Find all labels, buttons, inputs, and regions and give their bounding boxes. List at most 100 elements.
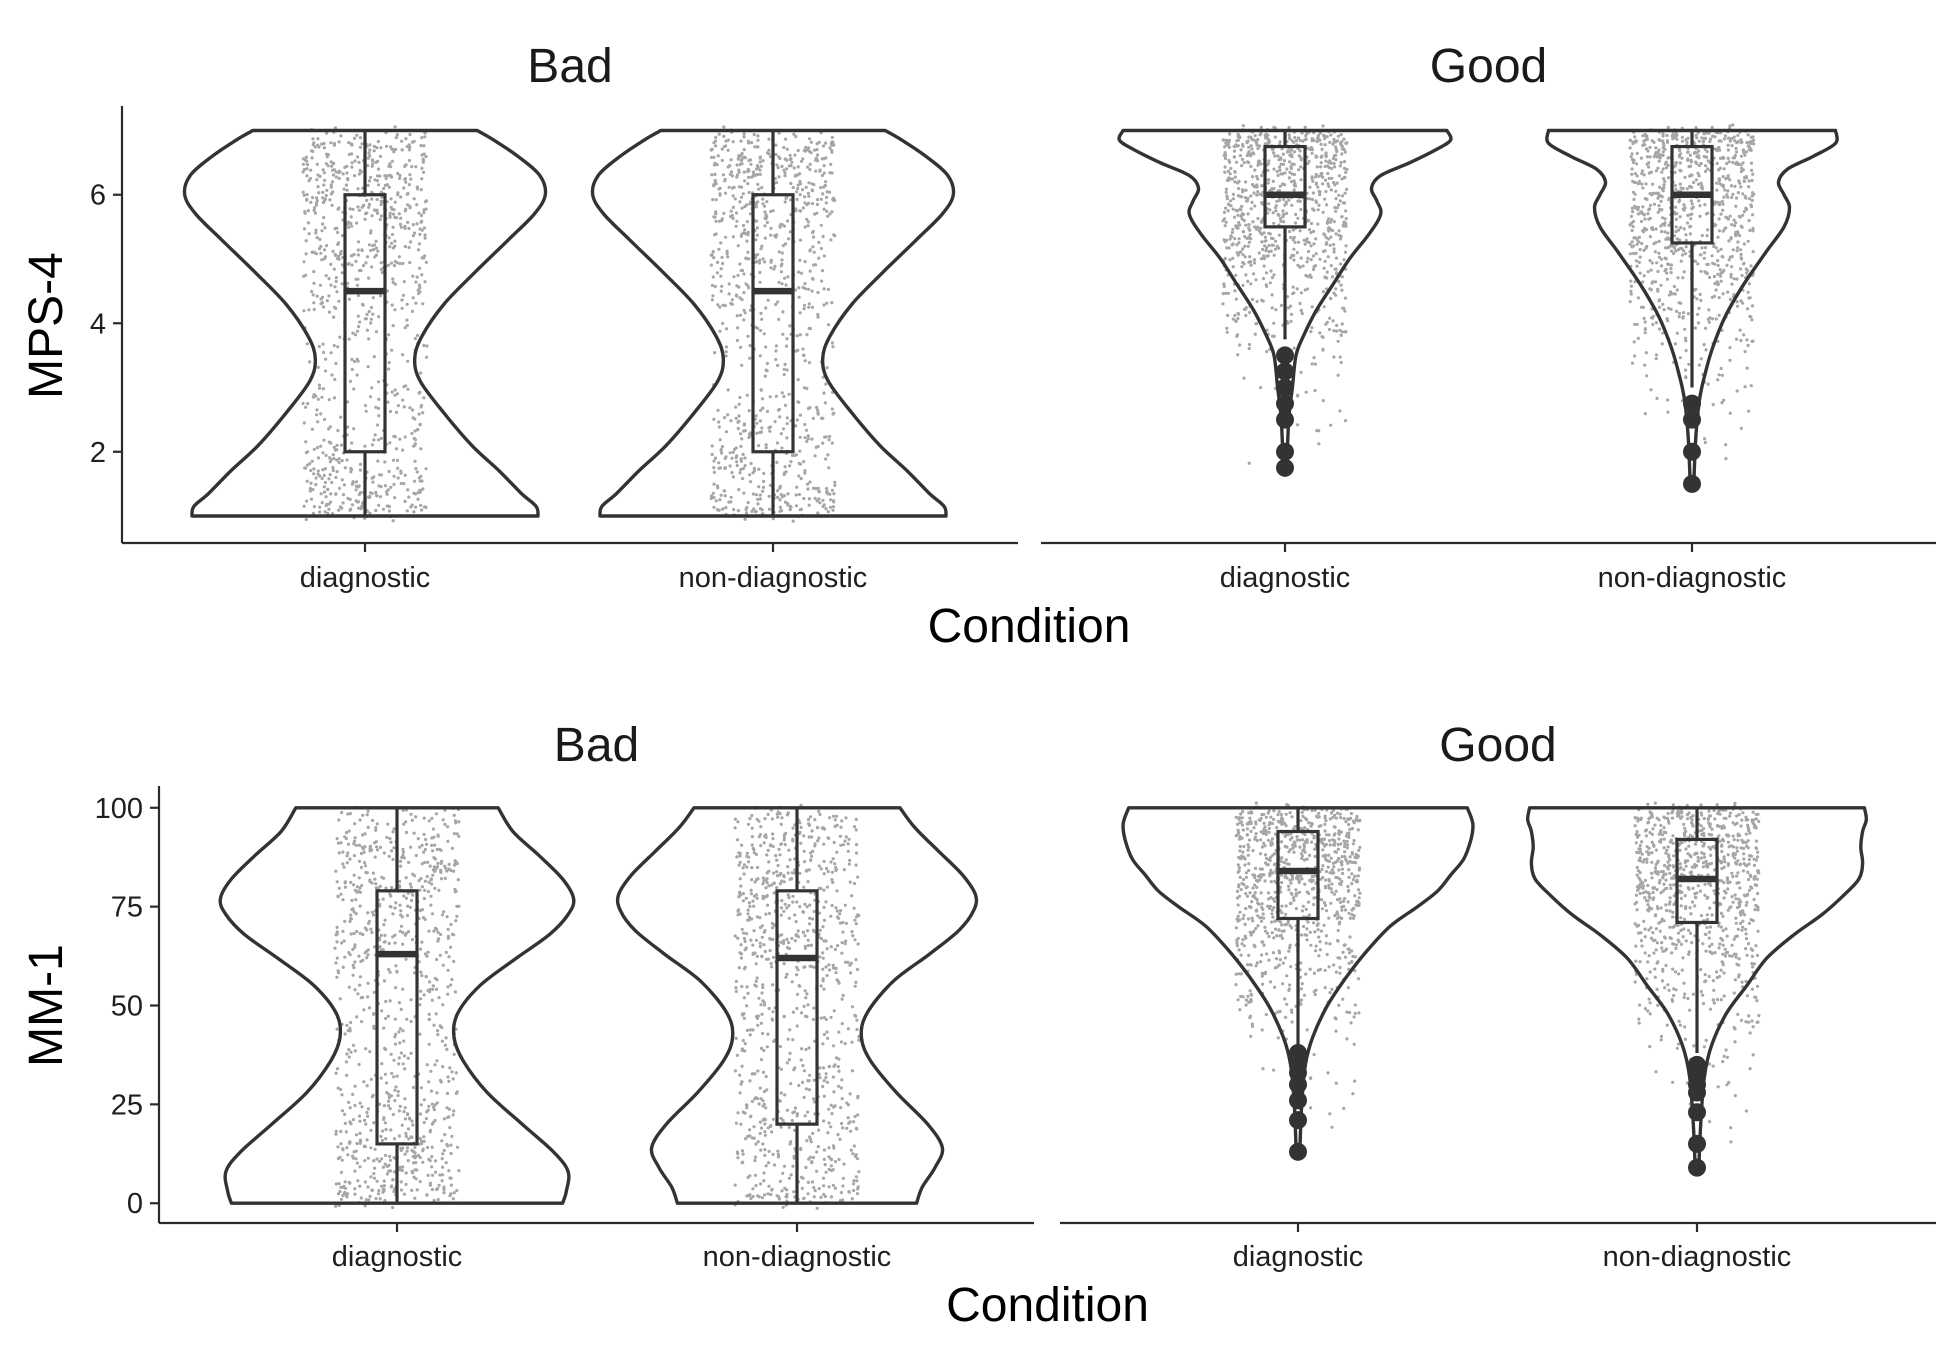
jitter-point bbox=[824, 382, 828, 386]
jitter-point bbox=[397, 1001, 401, 1005]
jitter-point bbox=[366, 509, 370, 513]
jitter-point bbox=[1734, 150, 1739, 154]
jitter-point bbox=[440, 1157, 444, 1161]
jitter-point bbox=[363, 317, 367, 321]
jitter-point bbox=[785, 167, 789, 171]
jitter-point bbox=[718, 498, 722, 502]
jitter-point bbox=[814, 486, 818, 491]
jitter-point bbox=[336, 894, 340, 898]
jitter-point bbox=[433, 1159, 437, 1163]
jitter-point bbox=[1678, 238, 1682, 242]
jitter-point bbox=[401, 850, 405, 854]
jitter-point bbox=[1277, 198, 1281, 203]
jitter-point bbox=[1716, 283, 1720, 287]
jitter-point bbox=[413, 442, 417, 446]
jitter-point bbox=[746, 334, 750, 338]
jitter-point bbox=[846, 1027, 851, 1031]
jitter-point bbox=[446, 934, 450, 939]
jitter-point bbox=[336, 242, 340, 247]
jitter-point bbox=[830, 903, 834, 908]
jitter-point bbox=[310, 196, 315, 200]
jitter-point bbox=[1716, 249, 1720, 253]
jitter-point bbox=[1710, 125, 1714, 129]
jitter-point bbox=[747, 257, 751, 261]
jitter-point bbox=[722, 144, 727, 149]
jitter-point bbox=[350, 161, 354, 165]
jitter-point bbox=[811, 235, 816, 239]
jitter-point bbox=[382, 1026, 386, 1030]
jitter-point bbox=[1673, 163, 1678, 168]
jitter-point bbox=[359, 268, 363, 273]
jitter-point bbox=[803, 471, 807, 475]
jitter-point bbox=[382, 1179, 386, 1183]
jitter-point bbox=[318, 283, 323, 287]
jitter-point bbox=[788, 1142, 792, 1146]
jitter-point bbox=[756, 865, 760, 870]
jitter-point bbox=[355, 885, 359, 889]
jitter-point bbox=[417, 248, 421, 252]
jitter-point bbox=[779, 1067, 784, 1071]
jitter-point bbox=[449, 1176, 453, 1180]
jitter-point bbox=[817, 864, 821, 868]
jitter-point bbox=[320, 142, 324, 146]
jitter-point bbox=[794, 207, 798, 211]
jitter-point bbox=[355, 1161, 359, 1165]
jitter-point bbox=[1330, 218, 1334, 222]
jitter-point bbox=[332, 168, 336, 172]
jitter-point bbox=[739, 467, 743, 472]
jitter-point bbox=[727, 292, 731, 296]
jitter-point bbox=[1314, 175, 1318, 179]
jitter-point bbox=[412, 231, 417, 235]
jitter-point bbox=[1247, 260, 1251, 264]
jitter-point bbox=[1339, 333, 1343, 337]
jitter-point bbox=[405, 1149, 409, 1153]
jitter-point bbox=[374, 246, 378, 250]
jitter-point bbox=[379, 146, 383, 150]
jitter-point bbox=[354, 488, 358, 492]
jitter-point bbox=[1240, 204, 1244, 208]
jitter-point bbox=[1700, 246, 1704, 250]
jitter-point bbox=[1739, 185, 1743, 189]
jitter-point bbox=[430, 1187, 434, 1192]
jitter-point bbox=[805, 439, 809, 443]
jitter-point bbox=[821, 192, 825, 196]
jitter-point bbox=[414, 165, 418, 169]
jitter-point bbox=[780, 164, 784, 168]
jitter-point bbox=[1328, 316, 1332, 320]
jitter-point bbox=[430, 1173, 435, 1177]
jitter-point bbox=[427, 980, 432, 984]
jitter-point bbox=[317, 191, 321, 195]
jitter-point bbox=[1725, 216, 1729, 220]
jitter-point bbox=[1650, 261, 1654, 265]
jitter-point bbox=[1231, 256, 1235, 260]
jitter-point bbox=[372, 1172, 376, 1176]
jitter-point bbox=[354, 259, 358, 263]
jitter-point bbox=[360, 1105, 364, 1109]
jitter-point bbox=[329, 283, 333, 287]
jitter-point bbox=[720, 284, 724, 288]
jitter-point bbox=[423, 888, 427, 893]
jitter-point bbox=[1311, 191, 1315, 195]
jitter-point bbox=[766, 812, 770, 817]
jitter-point bbox=[1241, 142, 1245, 147]
jitter-point bbox=[1656, 196, 1660, 200]
jitter-point bbox=[1237, 220, 1241, 225]
jitter-point bbox=[376, 1192, 381, 1196]
jitter-point bbox=[816, 412, 820, 416]
jitter-point bbox=[808, 922, 812, 926]
jitter-point bbox=[711, 275, 715, 279]
jitter-point bbox=[305, 193, 309, 197]
jitter-point bbox=[712, 505, 716, 509]
jitter-point bbox=[781, 310, 785, 314]
jitter-point bbox=[419, 876, 423, 881]
jitter-point bbox=[710, 494, 714, 498]
jitter-point bbox=[758, 160, 762, 164]
jitter-point bbox=[844, 835, 848, 839]
jitter-point bbox=[427, 1017, 432, 1022]
jitter-point bbox=[403, 245, 407, 249]
jitter-point bbox=[349, 470, 353, 474]
jitter-point bbox=[422, 254, 427, 258]
jitter-point bbox=[370, 443, 375, 447]
jitter-point bbox=[1697, 139, 1701, 143]
jitter-point bbox=[1257, 229, 1261, 233]
